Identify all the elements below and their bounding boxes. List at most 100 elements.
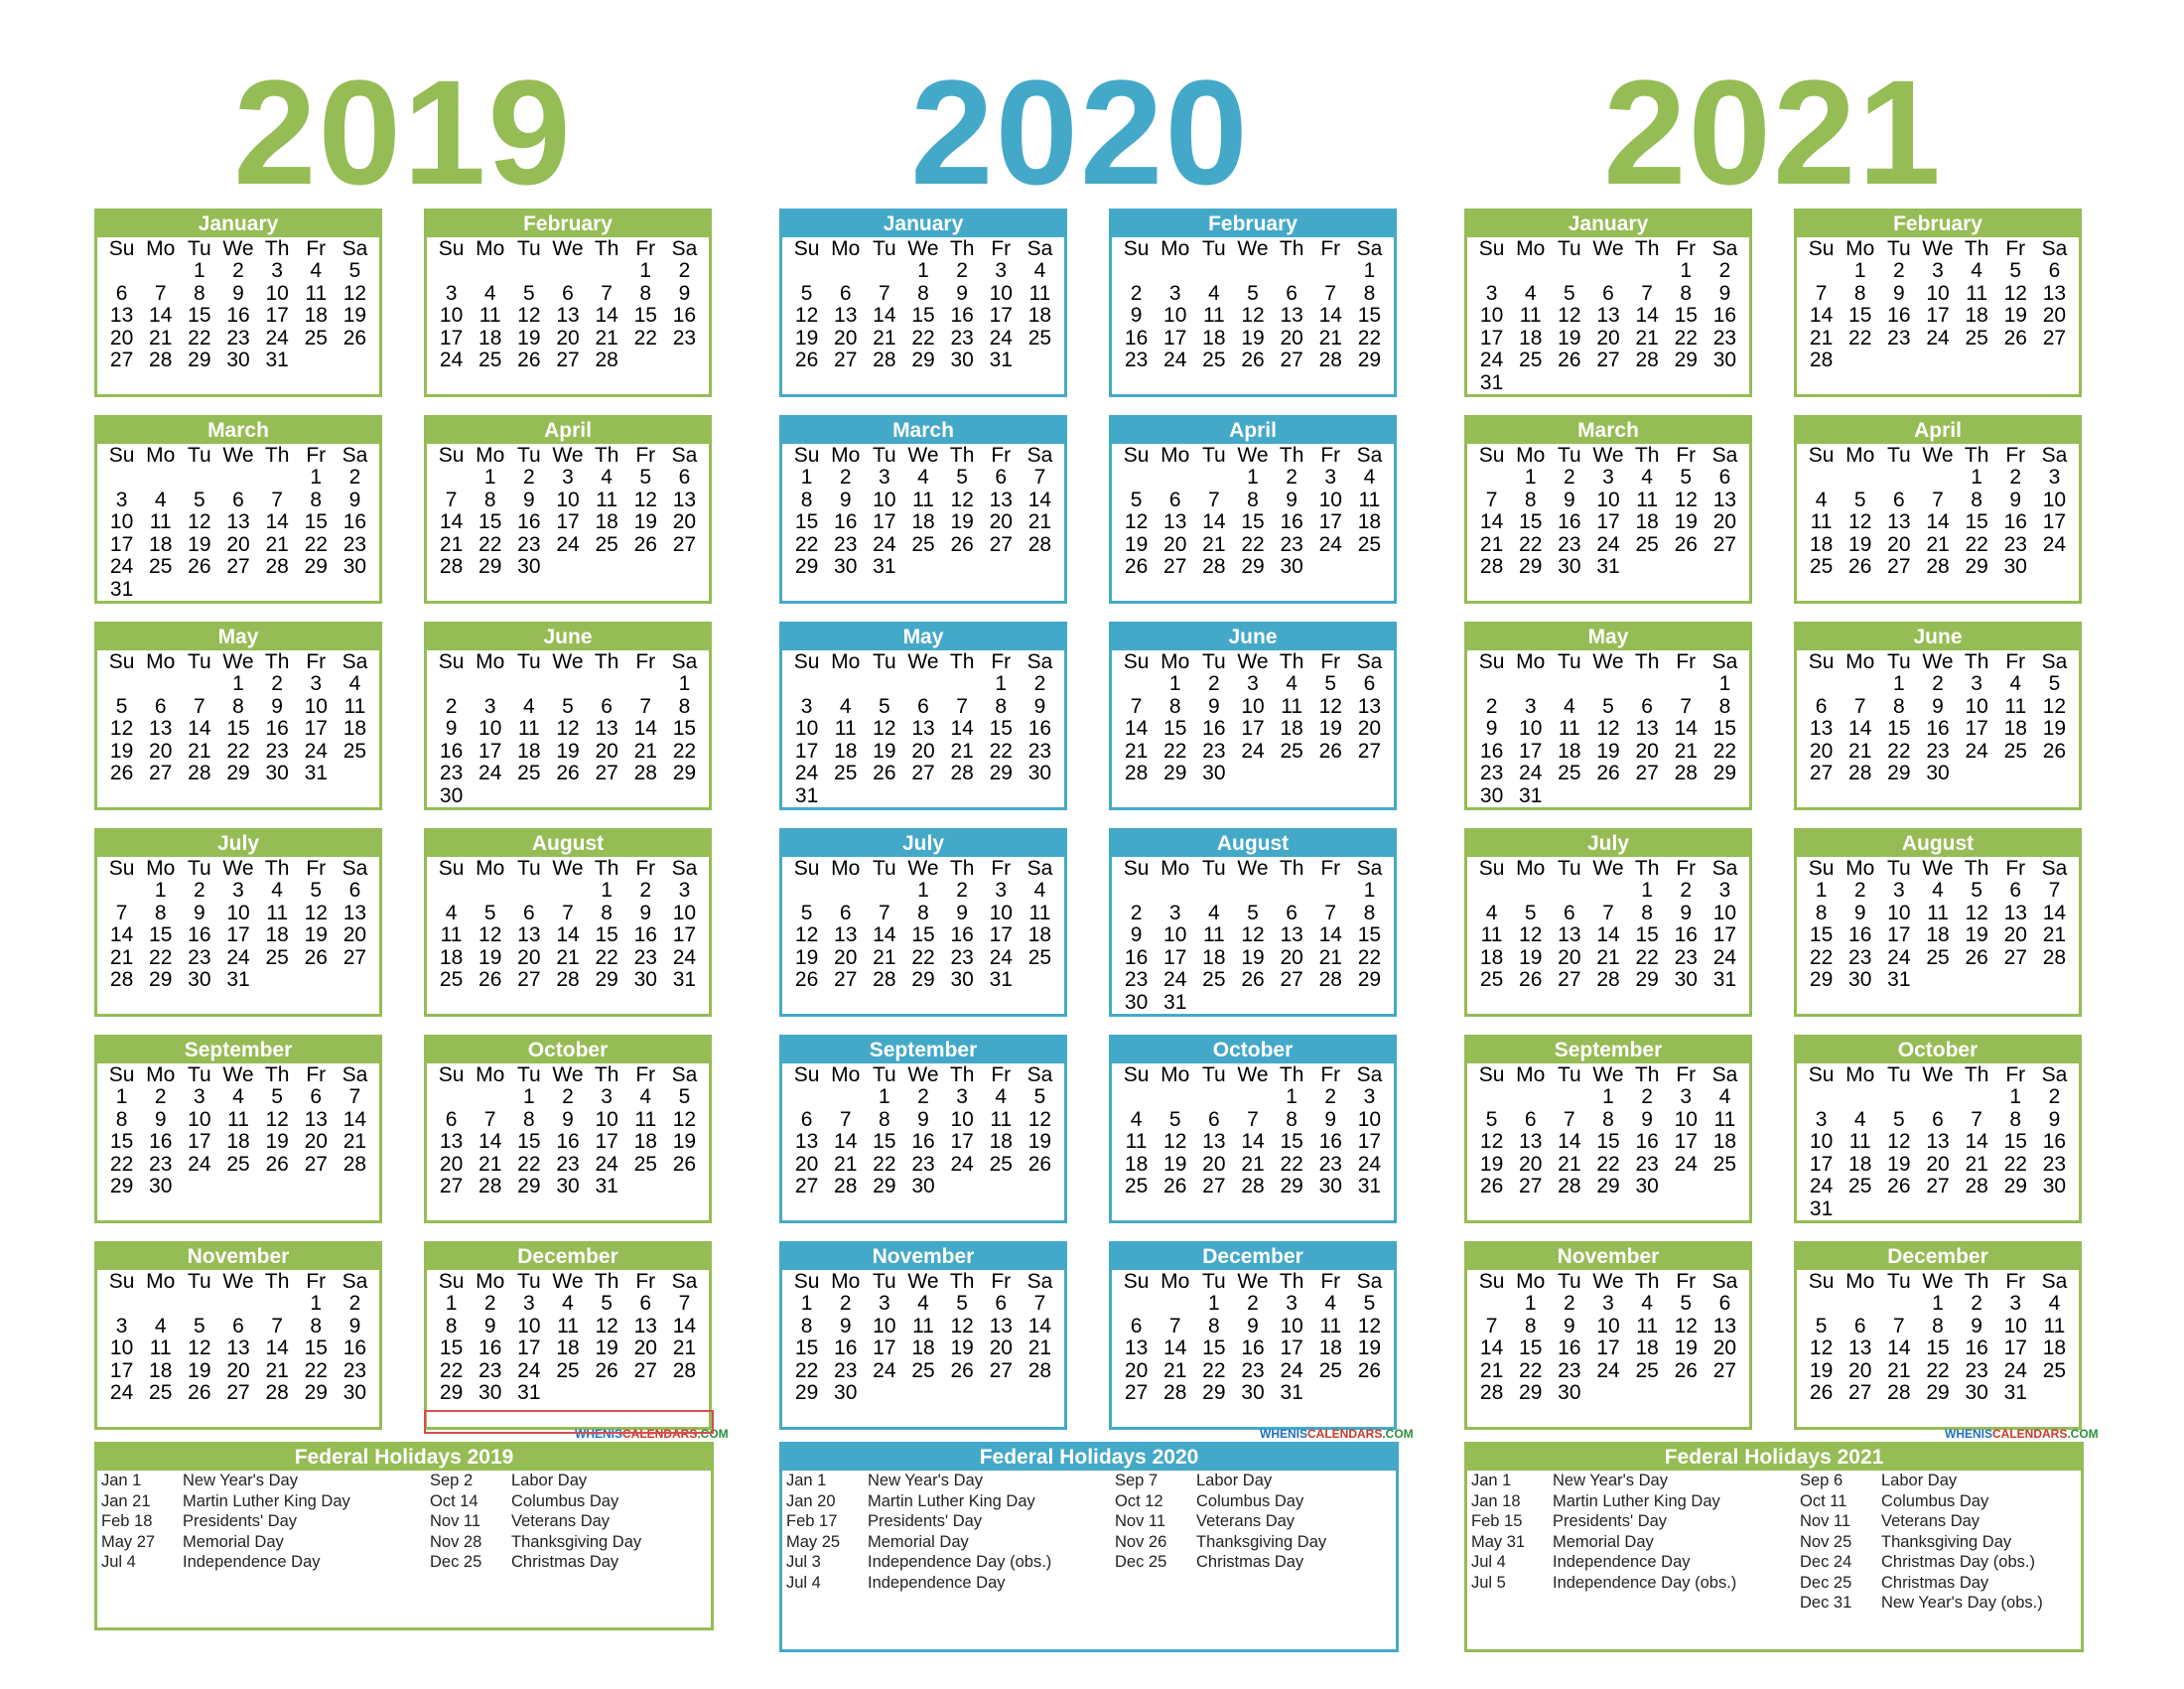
holiday-name: New Year's Day (obs.): [1881, 1594, 2043, 1612]
day-cell: 20: [149, 739, 173, 763]
empty-cell: [1117, 260, 1156, 283]
weekday-header: Sa: [341, 237, 368, 260]
holiday-name: Independence Day: [868, 1573, 1006, 1592]
weekday-header: Fr: [2005, 1270, 2026, 1293]
day-cell: 24: [2003, 1358, 2027, 1382]
day-cell: 1: [995, 672, 1008, 695]
day-cell: 1: [523, 1085, 535, 1108]
empty-cell: [1879, 1293, 1918, 1316]
holiday-date: Dec 25: [430, 1553, 482, 1571]
empty-cell: [1588, 260, 1627, 283]
day-cell: 6: [1208, 1107, 1220, 1131]
month-grid: Su Mo Tu We Th Fr Sa 1 2 3 4 5 6 7 8 9 10 11 12 13 14 15 16 17 1…: [1467, 1063, 1749, 1198]
day-cell: 17: [1712, 923, 1737, 946]
day-cell: 13: [439, 1130, 464, 1153]
day-cell: 12: [2042, 694, 2067, 718]
day-cell: 5: [1485, 1107, 1498, 1131]
day-cell: 24: [304, 739, 328, 763]
day-cell: 9: [445, 717, 458, 740]
day-cell: 16: [1887, 304, 1911, 327]
year-title: 2020: [910, 49, 1250, 215]
day-cell: 18: [265, 923, 289, 946]
empty-cell: [1472, 1293, 1511, 1316]
day-cell: 10: [2003, 1314, 2027, 1337]
holiday-name: Veterans Day: [1196, 1512, 1296, 1530]
day-cell: 25: [1357, 532, 1382, 556]
day-cell: 15: [2003, 1130, 2027, 1153]
day-cell: 3: [523, 1292, 535, 1315]
day-cell: 11: [1519, 304, 1542, 327]
weekday-header: Tu: [1201, 1063, 1226, 1086]
day-cell: 26: [342, 326, 367, 350]
day-cell: 13: [911, 717, 935, 740]
day-cell: 26: [1674, 532, 1698, 556]
day-cell: 17: [478, 739, 502, 763]
day-cell: 6: [917, 694, 929, 718]
day-cell: 10: [595, 1107, 618, 1131]
day-cell: 5: [1247, 901, 1259, 924]
weekday-header: Fr: [2005, 857, 2026, 880]
weekday-header: We: [1237, 1063, 1269, 1086]
day-cell: 18: [1965, 304, 1988, 327]
day-cell: 5: [1168, 1107, 1181, 1131]
day-cell: 26: [950, 532, 974, 556]
weekday-header: Th: [594, 650, 619, 673]
day-cell: 2: [678, 259, 691, 282]
day-cell: 20: [517, 945, 541, 969]
year-title: 2021: [1603, 49, 1943, 215]
day-cell: 17: [265, 304, 289, 327]
day-cell: 14: [1124, 717, 1149, 740]
empty-cell: [1233, 880, 1272, 903]
day-cell: 4: [1033, 879, 1046, 902]
day-cell: 24: [672, 945, 697, 969]
day-cell: 16: [1558, 1337, 1581, 1359]
day-cell: 23: [439, 762, 464, 784]
day-cell: 13: [672, 488, 697, 511]
day-cell: 11: [1636, 488, 1659, 511]
holiday-date: Nov 11: [1800, 1512, 1851, 1530]
day-cell: 13: [517, 923, 541, 946]
day-cell: 2: [639, 879, 652, 902]
day-cell: 16: [1926, 717, 1950, 740]
day-cell: 4: [483, 281, 496, 305]
day-cell: 15: [1357, 304, 1382, 327]
weekday-header: Sa: [1356, 1270, 1383, 1293]
weekday-header: We: [222, 237, 254, 260]
weekday-header: Su: [1123, 650, 1150, 673]
day-cell: 16: [1124, 945, 1149, 969]
day-cell: 30: [342, 555, 367, 578]
month-january: January Su Mo Tu We Th Fr Sa 1 2 3 4 5 6 7 8 9 10 11 12 13 14…: [779, 209, 1067, 397]
month-grid: Su Mo Tu We Th Fr Sa 1 2 3 4 5 6 7 8 9 10 11 12 13 14 15 16 17 1…: [782, 857, 1064, 992]
day-cell: 23: [517, 532, 541, 556]
day-cell: 20: [1124, 1358, 1149, 1382]
day-cell: 20: [1926, 1152, 1950, 1176]
day-cell: 27: [2042, 326, 2067, 350]
weekday-header: We: [1922, 650, 1954, 673]
day-cell: 27: [1357, 739, 1382, 763]
month-grid: Su Mo Tu We Th Fr Sa 1 2 3 4 5 6 7 8 9 10 11 12 13 14 15 16 17 1…: [1112, 444, 1394, 579]
day-cell: 4: [1641, 1292, 1653, 1315]
day-cell: 5: [1971, 879, 1982, 902]
day-cell: 3: [1485, 281, 1498, 305]
weekday-header: Su: [1808, 857, 1835, 880]
day-cell: 26: [265, 1152, 289, 1176]
empty-cell: [432, 1086, 471, 1109]
empty-cell: [1156, 1086, 1194, 1109]
month-grid: Su Mo Tu We Th Fr Sa 1 2 3 4 5 6 7 8 9 10 11 12 13 14 15 16 17 1…: [1797, 1063, 2079, 1220]
day-cell: 5: [348, 259, 361, 282]
day-cell: 6: [800, 1107, 813, 1131]
day-cell: 4: [1853, 1107, 1866, 1131]
day-cell: 5: [1680, 466, 1693, 489]
day-cell: 23: [556, 1152, 580, 1176]
day-cell: 5: [1363, 1292, 1376, 1315]
day-cell: 14: [950, 717, 974, 740]
day-cell: 22: [873, 1152, 896, 1176]
day-cell: 4: [1286, 672, 1297, 695]
day-cell: 14: [1479, 510, 1504, 533]
day-cell: 17: [188, 1130, 211, 1153]
day-cell: 29: [1519, 555, 1543, 578]
day-cell: 28: [342, 1152, 367, 1176]
day-cell: 10: [672, 901, 697, 924]
day-cell: 4: [839, 694, 852, 718]
day-cell: 17: [950, 1130, 974, 1153]
